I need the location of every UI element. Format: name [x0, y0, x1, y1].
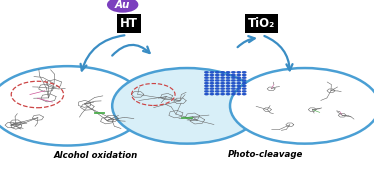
Circle shape: [210, 71, 214, 73]
Circle shape: [220, 77, 225, 79]
Circle shape: [210, 90, 214, 92]
Circle shape: [204, 74, 209, 76]
Circle shape: [210, 88, 214, 90]
Circle shape: [220, 88, 225, 90]
Circle shape: [210, 77, 214, 79]
Text: Photo-cleavage: Photo-cleavage: [228, 149, 303, 159]
Circle shape: [231, 90, 236, 92]
Circle shape: [242, 79, 246, 82]
Circle shape: [107, 0, 138, 13]
Circle shape: [215, 79, 220, 82]
Circle shape: [215, 71, 220, 73]
Circle shape: [231, 88, 236, 90]
Circle shape: [226, 93, 230, 95]
Circle shape: [204, 79, 209, 82]
Circle shape: [210, 74, 214, 76]
Circle shape: [204, 77, 209, 79]
Text: Au: Au: [115, 0, 131, 10]
Circle shape: [242, 88, 246, 90]
Circle shape: [226, 88, 230, 90]
Circle shape: [210, 85, 214, 87]
Circle shape: [236, 79, 241, 82]
Text: HT: HT: [120, 17, 138, 30]
Circle shape: [204, 85, 209, 87]
Circle shape: [242, 82, 246, 84]
Circle shape: [236, 93, 241, 95]
Circle shape: [230, 68, 374, 144]
Circle shape: [220, 79, 225, 82]
Circle shape: [236, 90, 241, 92]
Circle shape: [226, 85, 230, 87]
Circle shape: [215, 77, 220, 79]
Circle shape: [236, 88, 241, 90]
Circle shape: [242, 77, 246, 79]
Circle shape: [231, 93, 236, 95]
Circle shape: [204, 71, 209, 73]
Circle shape: [215, 82, 220, 84]
Circle shape: [236, 71, 241, 73]
Circle shape: [215, 93, 220, 95]
Circle shape: [220, 90, 225, 92]
Text: TiO₂: TiO₂: [248, 17, 275, 30]
Circle shape: [0, 66, 146, 146]
Circle shape: [231, 85, 236, 87]
Circle shape: [112, 68, 262, 144]
Circle shape: [226, 82, 230, 84]
Circle shape: [226, 79, 230, 82]
Circle shape: [215, 74, 220, 76]
Circle shape: [204, 82, 209, 84]
Circle shape: [210, 82, 214, 84]
Circle shape: [242, 90, 246, 92]
Circle shape: [242, 85, 246, 87]
Circle shape: [210, 93, 214, 95]
Circle shape: [204, 90, 209, 92]
Circle shape: [220, 71, 225, 73]
Circle shape: [236, 74, 241, 76]
Circle shape: [231, 82, 236, 84]
Circle shape: [231, 77, 236, 79]
Circle shape: [220, 74, 225, 76]
Circle shape: [242, 74, 246, 76]
Circle shape: [231, 74, 236, 76]
Circle shape: [242, 71, 246, 73]
Text: Alcohol oxidation: Alcohol oxidation: [53, 151, 138, 160]
Circle shape: [236, 82, 241, 84]
Circle shape: [242, 93, 246, 95]
Circle shape: [215, 85, 220, 87]
Circle shape: [215, 90, 220, 92]
Circle shape: [226, 71, 230, 73]
Circle shape: [226, 90, 230, 92]
Circle shape: [215, 88, 220, 90]
Circle shape: [204, 88, 209, 90]
Circle shape: [226, 77, 230, 79]
Circle shape: [220, 93, 225, 95]
Circle shape: [210, 79, 214, 82]
Circle shape: [220, 85, 225, 87]
Circle shape: [231, 79, 236, 82]
Circle shape: [236, 77, 241, 79]
Circle shape: [231, 71, 236, 73]
Circle shape: [220, 82, 225, 84]
Circle shape: [236, 85, 241, 87]
Circle shape: [204, 93, 209, 95]
Circle shape: [226, 74, 230, 76]
